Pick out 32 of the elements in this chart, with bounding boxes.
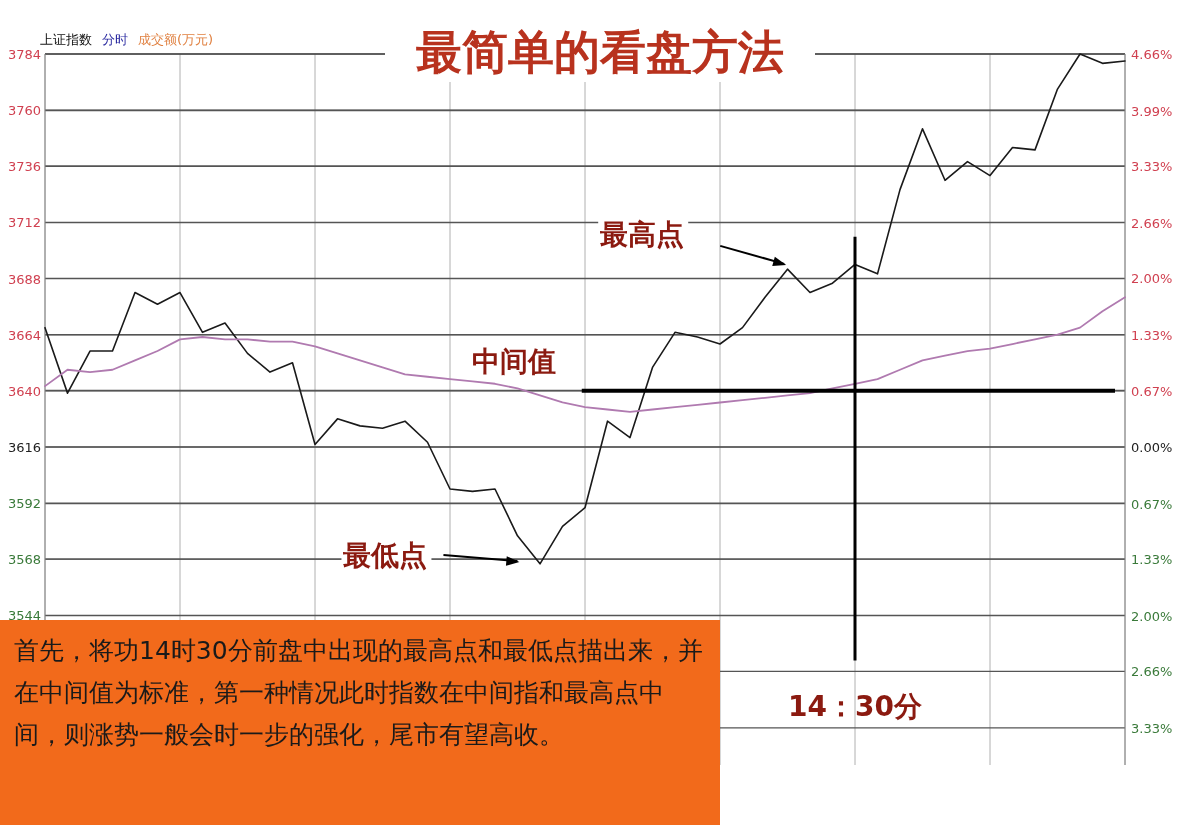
annotation: 最低点 [342, 539, 428, 573]
y-tick-label: 3664 [7, 327, 41, 343]
y-tick-label: 3736 [7, 159, 41, 175]
y2-tick-label: 0.67% [1131, 383, 1173, 399]
y-tick-label: 3592 [7, 496, 41, 512]
y2-tick-label: 2.00% [1131, 608, 1173, 624]
y2-tick-label: 2.66% [1131, 664, 1173, 680]
annotation: 最高点 [599, 217, 685, 251]
picture-note-box: 首先，将功14时30分前盘中出现的最高点和最低点描出来，并在中间值为标准，第一种情况此时指数在中间指和最高点中间，则涨势一般会时一步的强化，尾市有望高收。 [0, 620, 720, 825]
ref-line-label: 中间值 [471, 344, 556, 378]
y-tick-label: 3616 [7, 439, 41, 455]
y2-tick-label: 3.99% [1131, 103, 1173, 119]
y-tick-label: 3784 [7, 47, 41, 62]
text: 成交额(万元) [138, 32, 214, 47]
y-tick-label: 3568 [7, 552, 41, 568]
annotation: 14：30分 [788, 690, 923, 724]
y2-tick-label: 1.33% [1131, 327, 1173, 343]
text: 分时 [102, 32, 128, 47]
text: 上证指数 [40, 32, 92, 47]
y2-tick-label: 2.66% [1131, 215, 1173, 231]
y2-tick-label: 0.00% [1131, 440, 1173, 456]
y2-tick-label: 1.33% [1131, 552, 1173, 568]
y-tick-label: 3712 [7, 215, 41, 231]
y2-tick-label: 2.00% [1131, 271, 1173, 287]
y2-tick-label: 3.33% [1131, 159, 1173, 175]
y2-tick-label: 0.67% [1131, 496, 1173, 512]
y-tick-label: 3760 [7, 103, 41, 119]
y-tick-label: 3640 [7, 383, 41, 399]
chart-title: 最简单的看盘方法 [416, 25, 784, 79]
y-tick-label: 3688 [7, 271, 41, 287]
y2-tick-label: 3.33% [1131, 720, 1173, 736]
y2-tick-label: 4.66% [1131, 47, 1173, 62]
